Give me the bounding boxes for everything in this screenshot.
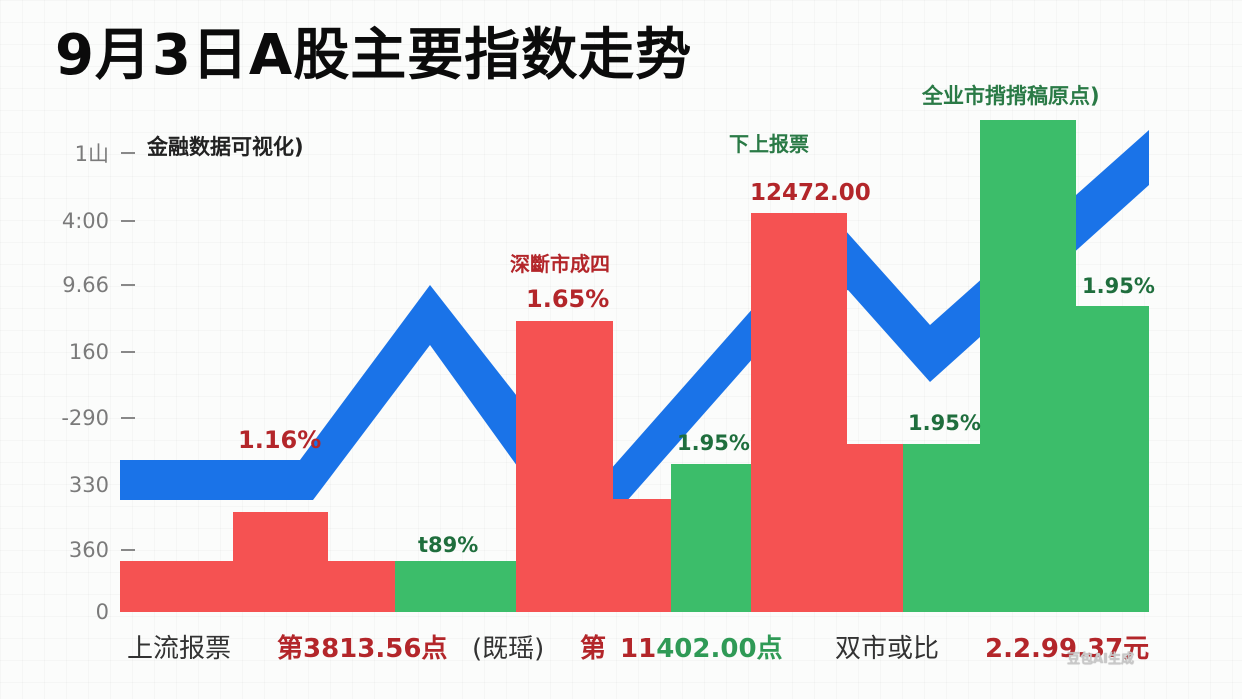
bar: [671, 464, 751, 612]
x-label-value: 第3813.56点: [277, 634, 448, 664]
y-tick-label: 9.66: [62, 273, 109, 297]
value-prefix: 第: [580, 634, 607, 664]
y-tick-mark: [121, 417, 135, 419]
y-tick: 160: [0, 340, 135, 364]
data-label: 1.95%: [908, 411, 981, 435]
y-tick: 1山: [0, 141, 135, 166]
chart-subtitle: 金融数据可视化): [147, 135, 304, 159]
value-part-red: 11: [620, 634, 657, 664]
data-label: 全业市揹揹稿原点): [922, 84, 1100, 108]
data-label: 1.95%: [677, 431, 750, 455]
bar: [516, 321, 613, 612]
trend-line: [120, 130, 1149, 520]
x-label-value: 第 11402.00点: [580, 636, 783, 662]
bar: [980, 120, 1076, 612]
data-label: t89%: [418, 533, 479, 557]
x-label: (既瑶): [472, 634, 545, 664]
bar: [395, 561, 516, 612]
data-label: 1.95%: [1082, 274, 1155, 298]
y-tick-mark: [121, 152, 135, 154]
bar: [1076, 306, 1149, 612]
x-label: 上流报票: [127, 634, 232, 664]
y-tick-mark: [121, 284, 135, 286]
bar: [233, 512, 328, 612]
y-tick-mark: [121, 351, 135, 353]
y-tick-label: 160: [68, 340, 109, 364]
y-tick-mark: [121, 220, 135, 222]
bar: [120, 561, 233, 612]
x-label-value: 2.2.99.37元: [985, 634, 1150, 664]
bar: [328, 561, 395, 612]
y-tick-label: 1山: [74, 142, 109, 166]
bar: [847, 444, 903, 612]
bar: [903, 444, 980, 612]
data-label: 1.65%: [526, 285, 610, 313]
bar: [613, 499, 671, 612]
y-tick-label: 4:00: [61, 209, 109, 233]
bar: [751, 213, 847, 612]
y-tick: 360: [0, 538, 135, 562]
data-label: 深斷市成四: [510, 252, 610, 276]
watermark: 豆包AI生成: [1067, 652, 1134, 667]
y-tick-label: 360: [68, 538, 109, 562]
value-part-green: 402.00点: [656, 634, 783, 664]
y-tick-label: 0: [95, 600, 109, 624]
y-tick-mark: [121, 549, 135, 551]
y-tick: -290: [0, 406, 135, 430]
y-tick-label: 330: [68, 473, 109, 497]
x-label: 双市或比: [835, 634, 940, 664]
y-tick: 0: [0, 600, 135, 624]
chart-title: 9月3日A股主要指数走势: [55, 23, 693, 88]
data-label: 1.16%: [238, 426, 322, 454]
data-label: 12472.00: [750, 180, 871, 206]
y-tick: 9.66: [0, 273, 135, 297]
y-tick-label: -290: [61, 406, 109, 430]
data-label: 下上报票: [729, 132, 809, 156]
y-tick: 4:00: [0, 209, 135, 233]
